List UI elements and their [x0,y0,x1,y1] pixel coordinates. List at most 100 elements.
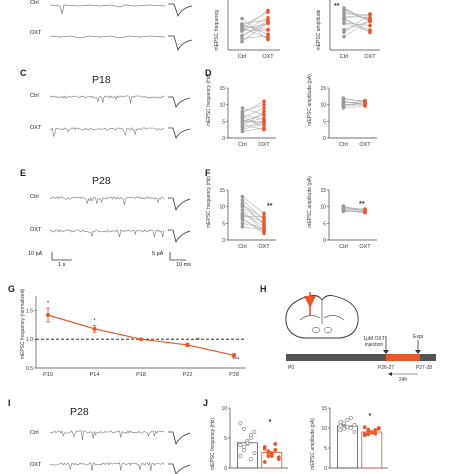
d-freq-pair-line [242,116,265,129]
panel-h-diagram: 1μM OXT injection Expt P0 P26-27 P27-28 … [285,292,436,383]
j-amp-point [373,431,378,436]
j-freq-point [238,443,243,448]
b-freq-oxt-point [266,10,270,14]
j-amp-point [338,420,343,424]
d-amp-xtick-oxt: OXT [359,142,371,148]
injection-arrow-icon [304,292,316,316]
d-freq-oxt-point [262,109,266,114]
row-a-ctrl-label: Ctrl [30,0,39,6]
f-freq-pair-line [242,214,265,222]
panel-i-traces [49,430,191,474]
avg-trace-e-oxt [168,229,191,244]
b-amp-pair-line [343,13,371,15]
b-freq-ctrl-point [240,39,244,44]
panel-j-letter: J [203,398,209,408]
b-amp-ctrl-point [342,28,346,32]
b-amp-ctrl-point [342,10,346,14]
f-amp-oxt-point [363,207,367,211]
g-point [46,313,50,318]
d-amp-oxt-point [363,100,367,105]
trace-i-oxt [49,461,165,471]
f-freq-oxt-point [262,219,266,224]
j-amp-point [366,427,371,432]
panel-i-ctrl-label: Ctrl [30,430,39,436]
b-freq-oxt-point [266,21,270,26]
panel-b-amp-xtick-oxt: OXT [364,54,376,60]
g-point [139,337,143,342]
panel-b-freq-ylabel: mEPSC frequency [214,9,220,51]
b-amp-pair-line [343,11,371,20]
d-amp-xtick-ctrl: Ctrl [339,142,348,148]
f-freq-pair-line [242,213,265,227]
d-freq-pair-line [242,104,265,112]
panel-f-freq-ylabel: mEPSC frequency (Hz) [206,176,212,228]
f-freq-xtick-ctrl: Ctrl [238,244,247,250]
panel-b-amp-plot [329,0,380,51]
b-freq-ctrl-point [240,27,244,32]
d-freq-oxt-point [262,126,266,130]
f-amp-oxt-point [363,210,367,214]
trace-c-oxt [50,127,165,138]
panel-d-letter: D [205,68,212,78]
f-amp-ytick-label: 0 [323,238,326,244]
d-amp-pair-line [343,99,366,101]
f-freq-ctrl-point [240,224,245,229]
b-amp-pair-line [343,13,371,33]
b-amp-pair-line [343,22,371,32]
d-freq-ytick-label: 0 [222,136,225,142]
panel-h-letter: H [260,284,267,294]
d-amp-pair-line [343,103,366,106]
d-freq-ytick-label: 15 [219,86,225,92]
panel-j-freq-plot: 0 5 10 [221,406,288,472]
j-amp-point [338,423,343,428]
panel-f-freq-sig: ** [267,203,273,210]
j-freq-point [248,433,253,437]
panel-e-ctrl-label: Ctrl [30,194,39,200]
brain-coronal-icon [285,295,359,339]
panel-c-letter: C [20,68,27,78]
d-freq-xtick-oxt: OXT [258,142,270,148]
panel-d-freq-plot: 0 5 10 15 Ctrl OXT [219,86,276,148]
d-freq-pair-line [242,117,265,124]
b-freq-pair-line [241,22,269,42]
panel-g-letter: G [8,284,16,294]
f-freq-oxt-point [262,228,266,232]
d-amp-ytick-label: 15 [320,86,326,92]
d-freq-oxt-point [262,112,266,117]
j-freq-point [238,454,243,458]
panel-f-letter: F [205,168,211,178]
panel-b-amp-xtick-ctrl: Ctrl [340,54,349,60]
j-amp-point [345,418,350,422]
f-freq-oxt-point [262,216,266,221]
d-amp-ctrl-point [341,97,346,102]
d-freq-oxt-point [262,119,266,124]
j-freq-point [266,450,271,455]
rows-cdef-graphics: 0 5 10 15 Ctrl OXT 0 5 10 15 Ctrl OXT 0 5 10 15 Ctrl OX… [49,74,377,261]
g-sig-label: *** [232,357,240,363]
timeline-p0: P0 [288,365,294,371]
f-amp-pair-line [343,209,366,211]
b-amp-pair-line [343,22,371,26]
j-amp-point [338,428,343,432]
f-freq-oxt-point [262,231,266,236]
f-amp-xtick-ctrl: Ctrl [339,244,348,250]
f-freq-ctrl-point [240,221,245,226]
panel-c-ctrl-label: Ctrl [30,93,39,99]
b-amp-pair-line [343,15,371,18]
panel-j-amp-ylabel: mEPSC amplitude (pA) [310,418,316,470]
f-freq-ytick-label: 5 [222,221,225,227]
d-freq-oxt-point [262,102,266,107]
f-freq-ctrl-point [240,203,245,207]
f-freq-xtick-oxt: OXT [258,244,270,250]
f-freq-ytick-label: 10 [219,205,225,211]
g-series-line [47,314,235,356]
panel-j-amp-plot: 0 5 10 15 [321,406,388,472]
d-amp-pair-line [343,103,366,107]
b-amp-ctrl-point [342,18,346,22]
panel-c-age: P18 [92,74,111,86]
trace-i-ctrl [49,430,165,440]
j-freq-ytick-label: 0 [224,466,227,472]
panel-d-freq-ylabel: mEPSC frequency (Hz) [206,74,212,126]
j-amp-bar [361,431,383,469]
b-freq-pair-line [241,17,269,32]
